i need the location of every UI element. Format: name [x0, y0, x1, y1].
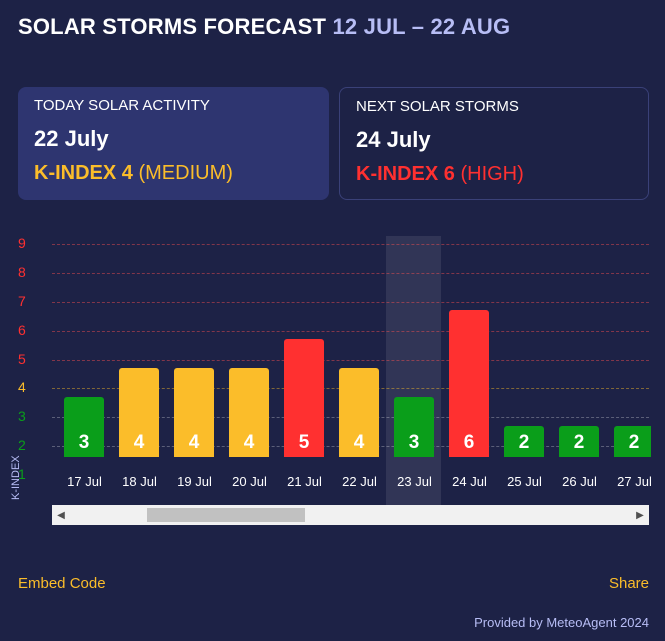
today-activity-card: TODAY SOLAR ACTIVITY 22 July K-INDEX 4 (…: [18, 87, 329, 200]
date-range: 12 JUL – 22 AUG: [332, 14, 511, 39]
today-date: 22 July: [34, 126, 109, 151]
y-tick-label: 6: [18, 321, 26, 338]
x-tick-label: 27 Jul: [617, 474, 651, 489]
x-tick-label: 18 Jul: [122, 474, 157, 489]
grid-line: [52, 359, 649, 361]
bar-value-label: 4: [133, 431, 145, 453]
y-tick-label: 4: [18, 379, 26, 396]
y-tick-label: 7: [18, 292, 26, 309]
bar-value-label: 6: [463, 431, 475, 453]
bar-value-label: 5: [298, 431, 310, 453]
y-tick-label: 9: [18, 235, 26, 251]
bar[interactable]: 2: [614, 425, 651, 457]
bar-value-label: 3: [408, 431, 420, 453]
scroll-left-arrow-icon[interactable]: ◀: [57, 509, 65, 521]
x-tick-label: 23 Jul: [397, 474, 432, 489]
y-tick-label: 2: [18, 437, 26, 454]
grid-line: [52, 330, 649, 332]
bar-value-label: 4: [188, 431, 200, 453]
bar-value-label: 3: [78, 431, 90, 453]
y-axis-label: K-INDEX: [10, 455, 22, 500]
bar[interactable]: 4: [119, 368, 159, 457]
x-tick-label: 24 Jul: [452, 474, 487, 489]
today-card-label: TODAY SOLAR ACTIVITY: [34, 97, 210, 114]
page-title: SOLAR STORMS FORECAST 12 JUL – 22 AUG: [18, 14, 510, 40]
provided-by-credit: Provided by MeteoAgent 2024: [474, 615, 649, 630]
next-storms-card: NEXT SOLAR STORMS 24 July K-INDEX 6 (HIG…: [339, 87, 649, 200]
y-tick-label: 3: [18, 408, 26, 425]
bar[interactable]: 4: [229, 368, 269, 457]
scroll-right-arrow-icon[interactable]: ▶: [636, 509, 644, 521]
bar-value-label: 2: [628, 431, 640, 453]
bar-value-label: 4: [243, 431, 255, 453]
x-tick-label: 17 Jul: [67, 474, 102, 489]
grid-line: [52, 244, 649, 245]
bar[interactable]: 5: [284, 339, 324, 457]
bar[interactable]: 3: [394, 397, 434, 457]
kindex-chart: 1 2 3 4 5 6 7 8 9 3 17 Jul 4 18 Jul 4 19 Jul 4 20 Jul 5 21…: [0, 230, 651, 530]
chart-scrollbar[interactable]: ◀ ▶: [52, 505, 649, 525]
bar[interactable]: 3: [64, 397, 104, 457]
x-tick-label: 20 Jul: [232, 474, 267, 489]
bar[interactable]: 2: [504, 425, 544, 457]
bar-value-label: 2: [518, 431, 530, 453]
x-tick-label: 22 Jul: [342, 474, 377, 489]
today-level: (MEDIUM): [138, 162, 233, 184]
x-tick-label: 19 Jul: [177, 474, 212, 489]
y-tick-label: 1: [18, 466, 26, 482]
embed-code-link[interactable]: Embed Code: [18, 575, 106, 592]
bar[interactable]: 2: [559, 425, 599, 457]
scroll-thumb[interactable]: [146, 508, 305, 522]
bar[interactable]: 6: [449, 310, 489, 457]
x-tick-label: 26 Jul: [562, 474, 597, 489]
bar-value-label: 4: [353, 431, 365, 453]
x-tick-label: 21 Jul: [287, 474, 322, 489]
next-date: 24 July: [356, 127, 431, 152]
y-tick-label: 5: [18, 350, 26, 367]
bar-value-label: 2: [573, 431, 585, 453]
bar[interactable]: 4: [174, 368, 214, 457]
next-card-label: NEXT SOLAR STORMS: [356, 98, 519, 115]
grid-line: [52, 272, 649, 274]
x-tick-label: 25 Jul: [507, 474, 542, 489]
highlighted-column: [386, 236, 441, 506]
bar[interactable]: 4: [339, 368, 379, 457]
title-text: SOLAR STORMS FORECAST: [18, 14, 327, 39]
next-level: (HIGH): [460, 163, 524, 185]
today-kindex: K-INDEX 4: [34, 162, 133, 184]
today-kindex-line: K-INDEX 4 (MEDIUM): [34, 162, 313, 185]
next-kindex: K-INDEX 6: [356, 163, 455, 185]
share-link[interactable]: Share: [608, 575, 649, 592]
y-tick-label: 8: [18, 263, 26, 280]
next-kindex-line: K-INDEX 6 (HIGH): [356, 163, 632, 186]
grid-line: [52, 301, 649, 303]
